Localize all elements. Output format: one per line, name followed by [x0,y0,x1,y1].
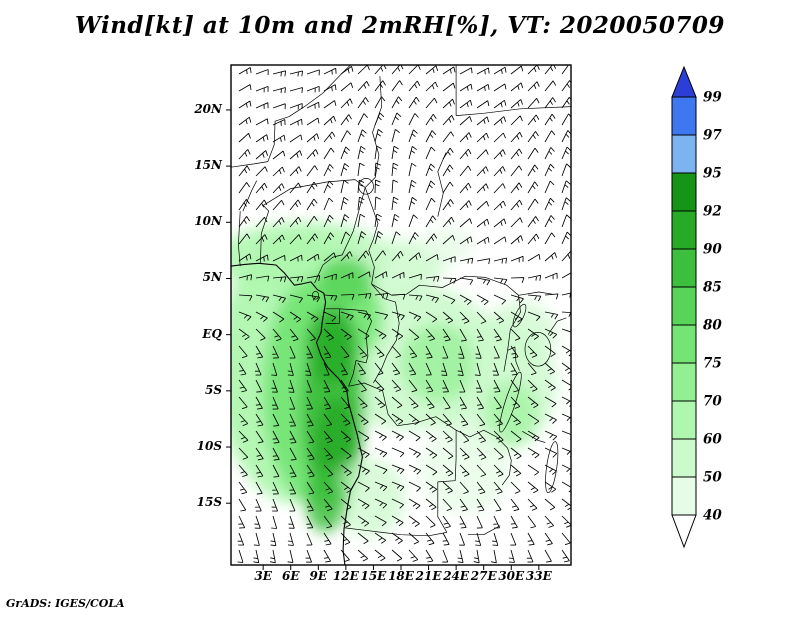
credit-text: GrADS: IGES/COLA [6,597,125,610]
x-tick-label: 6E [281,569,300,583]
y-tick-label: 15N [194,158,222,173]
colorbar-tick-label: 80 [703,318,722,334]
y-tick-label: 5S [204,382,222,397]
y-tick-label: 10N [194,214,222,229]
colorbar-tick-label: 70 [703,394,722,410]
colorbar-tick-label: 75 [703,356,722,372]
colorbar-tick-label: 92 [703,204,722,220]
x-tick-label: 21E [415,569,442,583]
plot-frame [230,64,572,566]
y-tick-label: 5N [202,270,222,285]
x-tick-label: 30E [498,569,525,583]
x-tick-label: 9E [309,569,328,583]
colorbar-tick-label: 60 [703,432,722,448]
y-tick-label: 15S [196,495,222,510]
colorbar-tick-label: 90 [703,242,722,258]
coastlines-borders-layer [231,65,571,565]
colorbar-tick-label: 40 [703,508,722,524]
colorbar-tick-label: 85 [703,280,722,296]
x-tick-label: 27E [470,569,497,583]
map-plot [226,64,572,570]
map-canvas [226,64,572,570]
colorbar-tick-label: 50 [703,470,722,486]
y-tick-label: 10S [196,439,222,454]
chart-title: Wind[kt] at 10m and 2mRH[%], VT: 2020050… [75,12,725,39]
x-tick-label: 18E [388,569,414,583]
y-tick-label: EQ [202,326,222,341]
x-tick-label: 33E [525,569,552,583]
colorbar-tick-label: 99 [703,90,722,106]
y-tick-label: 20N [194,101,222,116]
colorbar-tick-label: 97 [703,128,722,144]
x-tick-label: 12E [332,569,359,583]
x-tick-label: 15E [360,569,387,583]
x-tick-label: 3E [254,569,272,583]
wind-barbs-layer [237,65,571,564]
x-tick-label: 24E [443,569,470,583]
axis-tick-marks [226,109,540,570]
colorbar-canvas: 99 97 95 92 90 85 80 75 70 60 50 40 [671,65,722,549]
colorbar-tick-label: 95 [703,166,722,182]
colorbar: 99 97 95 92 90 85 80 75 70 60 50 40 [670,65,750,550]
